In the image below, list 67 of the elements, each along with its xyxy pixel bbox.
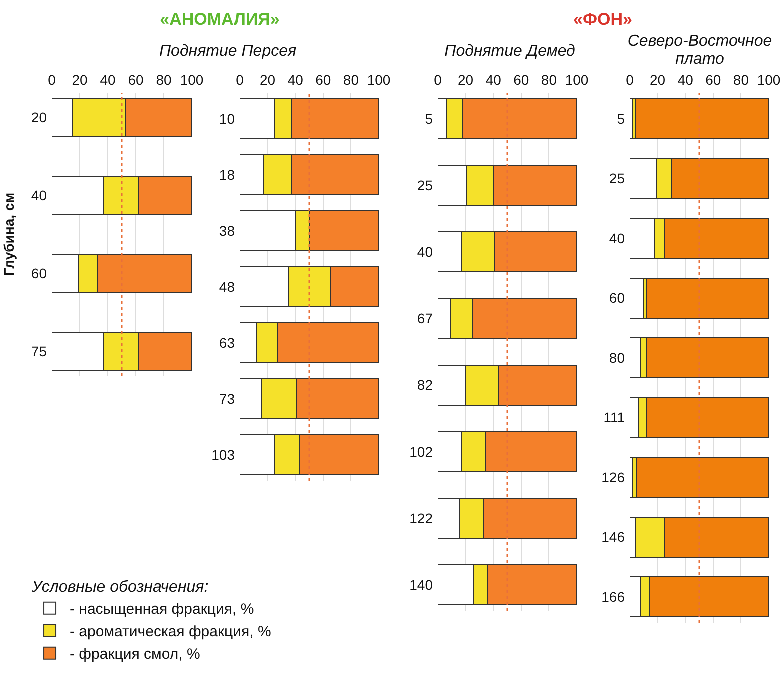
bar xyxy=(636,457,769,498)
x-tick-label: 100 xyxy=(757,72,781,88)
y-tick-label: 48 xyxy=(219,278,236,295)
chart-title: «ФОН» xyxy=(574,10,632,30)
y-tick-label: 111 xyxy=(604,410,626,426)
text: Поднятие Персея xyxy=(158,43,298,61)
y-axis-title: Глубина, см xyxy=(1,192,17,276)
x-tick-label: 60 xyxy=(128,72,144,88)
y-tick-label: 103 xyxy=(212,446,236,463)
y-tick-label: 67 xyxy=(417,310,434,327)
x-tick-label: 20 xyxy=(650,72,666,88)
x-tick-label: 40 xyxy=(100,72,116,88)
bar xyxy=(630,278,644,319)
y-tick-label: 20 xyxy=(31,109,48,126)
y-tick-label: 40 xyxy=(609,230,626,246)
chart-title: «АНОМАЛИЯ» xyxy=(160,10,280,30)
x-tick-label: 60 xyxy=(706,72,722,88)
y-tick-label: 38 xyxy=(219,222,236,239)
x-tick-label: 0 xyxy=(626,72,634,88)
y-tick-label: 166 xyxy=(602,588,626,605)
y-tick-label: 40 xyxy=(31,187,48,204)
bar xyxy=(646,278,769,319)
y-tick-label: 126 xyxy=(602,469,626,486)
y-tick-label: 40 xyxy=(417,244,434,260)
y-tick-label: 80 xyxy=(609,350,626,366)
chart-subtitle: Северо-Восточное плато xyxy=(626,33,774,69)
y-tick-label: 75 xyxy=(31,343,48,360)
x-tick-label: 80 xyxy=(541,72,558,88)
y-tick-label: 60 xyxy=(31,265,48,282)
x-tick-label: 40 xyxy=(288,72,304,88)
y-tick-label: 82 xyxy=(417,377,434,394)
bar xyxy=(635,98,769,140)
x-tick-label: 20 xyxy=(72,72,88,88)
y-tick-label: 73 xyxy=(219,390,236,407)
x-tick-label: 20 xyxy=(458,72,474,88)
x-tick-label: 0 xyxy=(434,72,442,88)
x-tick-label: 0 xyxy=(236,72,244,88)
y-tick-label: 63 xyxy=(219,334,236,351)
y-tick-label: 5 xyxy=(425,110,434,127)
legend-label: - насыщенная фракция, % xyxy=(70,601,254,618)
x-tick-label: 40 xyxy=(486,72,502,88)
y-tick-label: 60 xyxy=(609,290,626,306)
y-tick-label: 140 xyxy=(410,576,434,593)
chart-subtitle: Поднятие Демед xyxy=(444,43,576,61)
y-tick-label: 146 xyxy=(602,529,626,546)
x-tick-label: 100 xyxy=(367,72,391,88)
y-tick-label: 10 xyxy=(219,110,236,127)
x-tick-label: 40 xyxy=(678,72,694,88)
x-tick-label: 100 xyxy=(565,72,589,88)
y-tick-label: 122 xyxy=(410,510,434,526)
x-tick-label: 100 xyxy=(180,72,204,88)
y-tick-label: 102 xyxy=(410,444,434,460)
x-tick-label: 20 xyxy=(260,72,276,88)
x-tick-label: 80 xyxy=(343,72,360,88)
y-tick-label: 5 xyxy=(617,110,626,127)
legend-label: - фракция смол, % xyxy=(70,646,200,664)
legend-label: - ароматическая фракция, % xyxy=(70,624,272,641)
y-tick-label: 25 xyxy=(609,170,626,187)
x-tick-label: 60 xyxy=(316,72,332,88)
bar xyxy=(630,338,642,378)
y-tick-label: 18 xyxy=(219,166,236,183)
legend-title: Условные обозначения: xyxy=(31,579,209,596)
x-tick-label: 0 xyxy=(48,72,56,88)
x-tick-label: 80 xyxy=(733,72,750,88)
x-tick-label: 60 xyxy=(514,72,530,88)
y-tick-label: 25 xyxy=(417,177,434,194)
x-tick-label: 80 xyxy=(156,72,172,88)
